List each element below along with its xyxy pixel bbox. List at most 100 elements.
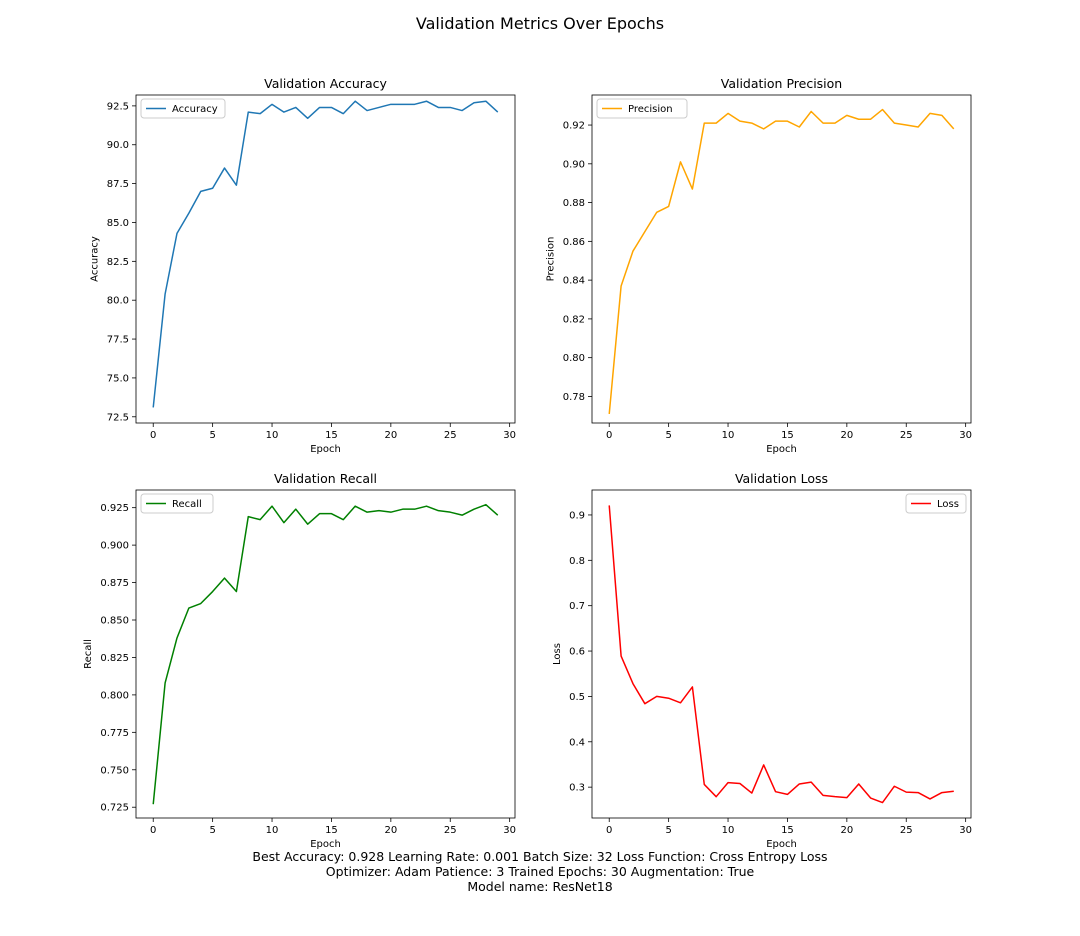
chart-accuracy-xtick-label: 15 bbox=[325, 430, 338, 441]
chart-recall-ytick-label: 0.800 bbox=[100, 690, 129, 701]
chart-recall-xtick-label: 0 bbox=[150, 825, 156, 836]
chart-accuracy-ytick-label: 80.0 bbox=[107, 296, 129, 307]
chart-accuracy-legend-box bbox=[140, 98, 226, 119]
chart-recall-ytick-label: 0.825 bbox=[100, 653, 129, 664]
chart-precision-ytick-label: 0.84 bbox=[563, 276, 585, 287]
chart-precision-xlabel: Epoch bbox=[766, 444, 797, 455]
chart-recall-xtick-label: 20 bbox=[384, 825, 397, 836]
chart-precision-xtick-label: 15 bbox=[781, 430, 794, 441]
chart-loss-ylabel: Loss bbox=[552, 643, 563, 665]
chart-precision-xtick-label: 0 bbox=[606, 430, 612, 441]
chart-recall-xtick-label: 15 bbox=[325, 825, 338, 836]
figure-footer: Best Accuracy: 0.928 Learning Rate: 0.00… bbox=[0, 849, 1080, 894]
chart-precision-xtick-label: 25 bbox=[900, 430, 913, 441]
chart-loss-xtick-label: 0 bbox=[606, 825, 612, 836]
chart-recall-title: Validation Recall bbox=[274, 471, 377, 486]
subplot-loss: Validation Loss 0 5 10 15 20 25 30 0.3 0.4 0.5 0.6 0… bbox=[552, 471, 972, 850]
chart-recall-xlabel: Epoch bbox=[310, 839, 341, 850]
chart-precision-frame bbox=[591, 94, 972, 424]
chart-loss-xtick-label: 25 bbox=[900, 825, 913, 836]
subplot-recall: Validation Recall 0 5 10 15 20 25 30 0.725 0.750 0… bbox=[83, 471, 516, 850]
chart-recall-xtick-label: 25 bbox=[444, 825, 457, 836]
chart-recall-ytick-label: 0.900 bbox=[100, 541, 129, 552]
chart-loss-ytick-label: 0.6 bbox=[569, 647, 585, 658]
chart-accuracy-ytick-label: 87.5 bbox=[107, 179, 129, 190]
chart-accuracy-legend: Accuracy bbox=[140, 98, 226, 119]
chart-accuracy-ytick-label: 92.5 bbox=[107, 101, 129, 112]
chart-precision-legend-label: Precision bbox=[628, 104, 673, 115]
chart-precision-ytick-label: 0.80 bbox=[563, 353, 585, 364]
chart-loss-legend: Loss bbox=[905, 493, 967, 514]
chart-precision-ytick-label: 0.90 bbox=[563, 159, 585, 170]
chart-recall-frame bbox=[135, 489, 516, 819]
chart-recall-ytick-label: 0.925 bbox=[100, 503, 129, 514]
footer-line-3: Model name: ResNet18 bbox=[467, 879, 613, 894]
chart-precision-ytick-label: 0.88 bbox=[563, 198, 585, 209]
chart-precision-ylabel: Precision bbox=[545, 237, 556, 282]
chart-precision-ytick-label: 0.92 bbox=[563, 121, 585, 132]
chart-loss-legend-box bbox=[905, 493, 967, 514]
chart-accuracy-series-accuracy-line bbox=[152, 100, 499, 408]
subplot-accuracy: Validation Accuracy 0 5 10 15 20 25 30 72.5 75.0 7… bbox=[89, 76, 516, 455]
chart-loss-xtick-label: 5 bbox=[665, 825, 671, 836]
chart-accuracy-xtick-label: 20 bbox=[384, 430, 397, 441]
chart-recall-ytick-label: 0.850 bbox=[100, 616, 129, 627]
chart-loss-xtick-label: 15 bbox=[781, 825, 794, 836]
chart-recall-ytick-label: 0.875 bbox=[100, 578, 129, 589]
chart-recall-ytick-label: 0.775 bbox=[100, 728, 129, 739]
chart-recall-xtick-label: 10 bbox=[266, 825, 279, 836]
chart-accuracy-xtick-label: 0 bbox=[150, 430, 156, 441]
chart-loss-frame bbox=[591, 489, 972, 819]
chart-loss-series-loss-line bbox=[608, 505, 954, 804]
chart-accuracy-frame bbox=[135, 94, 516, 424]
chart-recall-series-recall-line bbox=[152, 503, 499, 805]
chart-precision-legend: Precision bbox=[596, 98, 688, 119]
chart-accuracy-ylabel: Accuracy bbox=[89, 236, 100, 282]
chart-loss-ytick-label: 0.3 bbox=[569, 783, 585, 794]
chart-loss-xtick-label: 20 bbox=[840, 825, 853, 836]
chart-precision-title: Validation Precision bbox=[721, 76, 842, 91]
chart-precision-ytick-label: 0.86 bbox=[563, 237, 585, 248]
chart-recall-ytick-label: 0.750 bbox=[100, 765, 129, 776]
chart-precision-xtick-label: 10 bbox=[722, 430, 735, 441]
chart-accuracy-xtick-label: 25 bbox=[444, 430, 457, 441]
chart-precision-ytick-label: 0.82 bbox=[563, 314, 585, 325]
chart-precision-series-precision-line bbox=[608, 108, 955, 414]
chart-loss-ytick-label: 0.5 bbox=[569, 692, 585, 703]
chart-accuracy-xlabel: Epoch bbox=[310, 444, 341, 455]
chart-accuracy-title: Validation Accuracy bbox=[264, 76, 387, 91]
chart-recall-xtick-label: 5 bbox=[209, 825, 215, 836]
chart-loss-xlabel: Epoch bbox=[766, 839, 797, 850]
footer-line-2: Optimizer: Adam Patience: 3 Trained Epoc… bbox=[325, 864, 755, 879]
chart-loss-ytick-label: 0.7 bbox=[569, 601, 585, 612]
chart-accuracy-ytick-label: 85.0 bbox=[107, 218, 129, 229]
chart-loss-ytick-label: 0.9 bbox=[569, 510, 585, 521]
chart-precision-ytick-label: 0.78 bbox=[563, 392, 585, 403]
chart-loss-xtick-label: 30 bbox=[959, 825, 972, 836]
subplot-precision: Validation Precision 0 5 10 15 20 25 30 0.78 0.80… bbox=[545, 76, 972, 455]
chart-accuracy-xtick-label: 10 bbox=[266, 430, 279, 441]
chart-accuracy-xtick-label: 5 bbox=[209, 430, 215, 441]
chart-recall-xtick-label: 30 bbox=[503, 825, 516, 836]
chart-accuracy-ytick-label: 90.0 bbox=[107, 140, 129, 151]
chart-loss-ytick-label: 0.8 bbox=[569, 556, 585, 567]
chart-loss-legend-label: Loss bbox=[937, 499, 959, 510]
chart-recall-ylabel: Recall bbox=[83, 639, 94, 669]
chart-accuracy-xtick-label: 30 bbox=[503, 430, 516, 441]
chart-accuracy-ytick-label: 77.5 bbox=[107, 335, 129, 346]
chart-accuracy-ytick-label: 82.5 bbox=[107, 257, 129, 268]
chart-loss-title: Validation Loss bbox=[735, 471, 828, 486]
chart-precision-xtick-label: 20 bbox=[840, 430, 853, 441]
chart-precision-legend-box bbox=[596, 98, 688, 119]
chart-loss-ytick-label: 0.4 bbox=[569, 737, 585, 748]
chart-recall-ytick-label: 0.725 bbox=[100, 803, 129, 814]
chart-accuracy-legend-label: Accuracy bbox=[172, 104, 218, 115]
figure-title: Validation Metrics Over Epochs bbox=[415, 14, 665, 33]
footer-line-1: Best Accuracy: 0.928 Learning Rate: 0.00… bbox=[252, 849, 828, 864]
chart-accuracy-ytick-label: 75.0 bbox=[107, 373, 129, 384]
chart-recall-legend: Recall bbox=[140, 493, 214, 514]
chart-loss-xtick-label: 10 bbox=[722, 825, 735, 836]
chart-accuracy-ytick-label: 72.5 bbox=[107, 412, 129, 423]
chart-recall-legend-label: Recall bbox=[172, 499, 202, 510]
